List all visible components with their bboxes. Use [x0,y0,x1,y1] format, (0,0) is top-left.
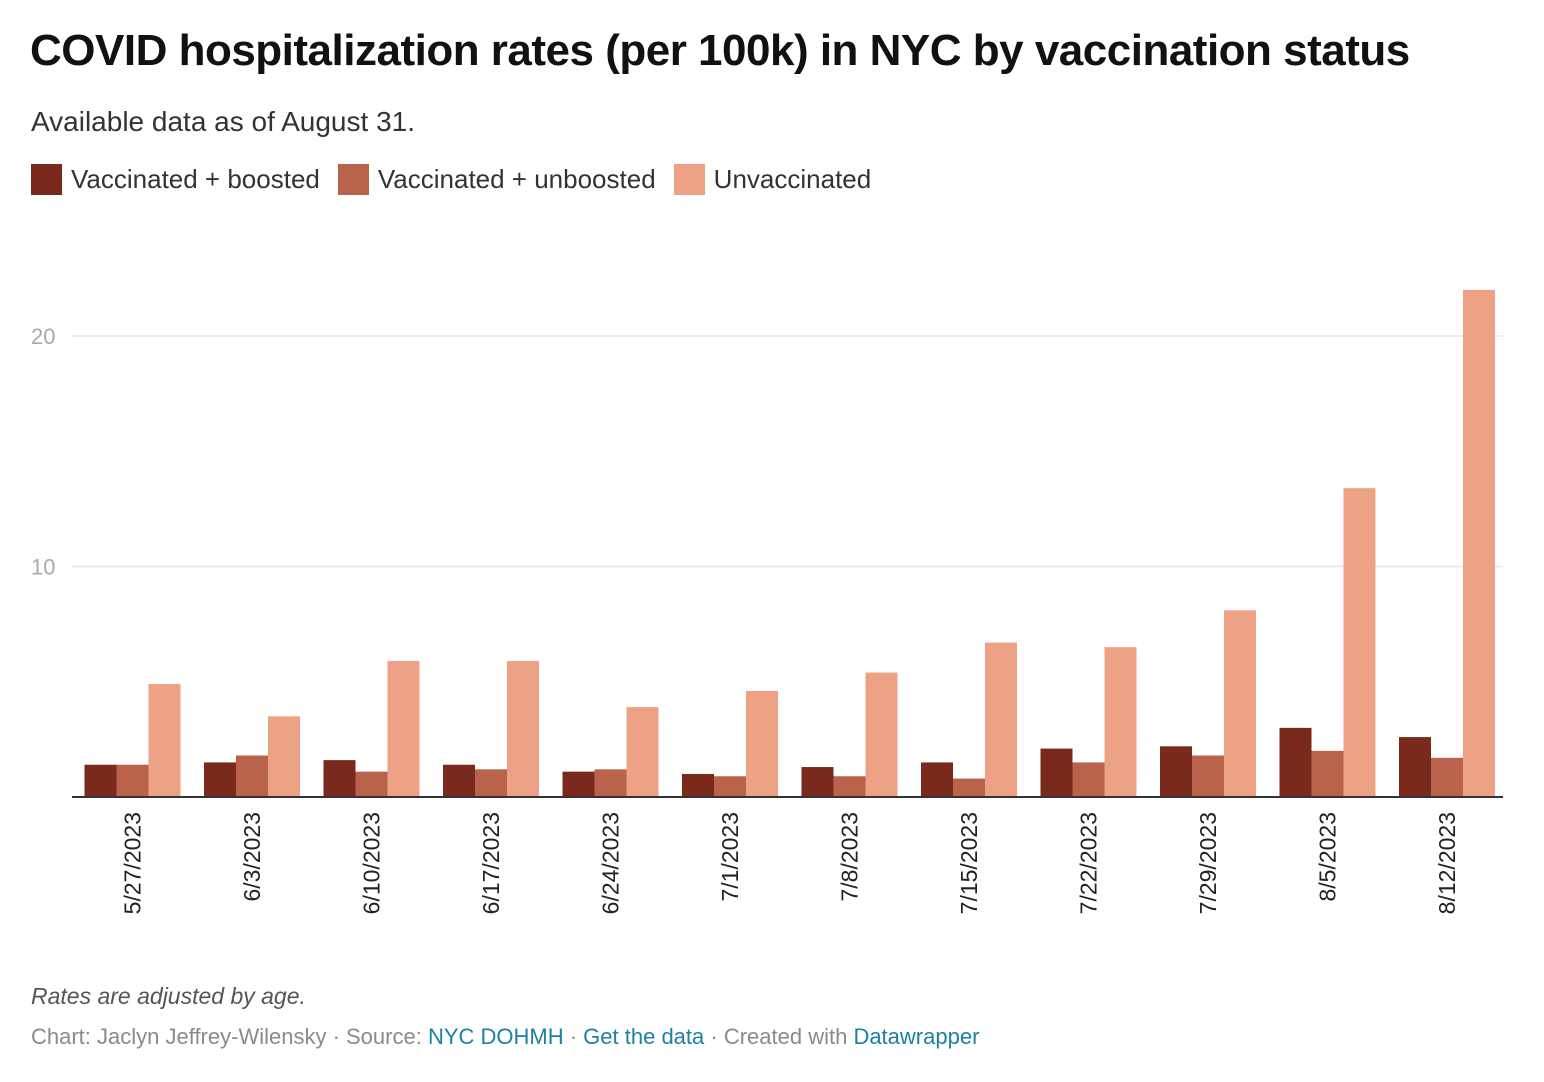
chart-notes: Rates are adjusted by age. [31,983,306,1009]
legend-item-vaccinated-unboosted: Vaccinated + unboosted [337,164,656,195]
legend-label-unvaccinated: Unvaccinated [713,164,872,194]
chart-subtitle: Available data as of August 31. [31,106,415,137]
bar-vaccinated-boosted [682,773,714,797]
bar-unvaccinated [746,690,778,797]
x-tick-label: 6/3/2023 [239,812,265,902]
footer-separator: · [563,1024,584,1049]
bar-vaccinated-unboosted [116,764,149,797]
x-tick-label: 7/1/2023 [717,812,743,902]
legend-label-vaccinated-boosted: Vaccinated + boosted [71,164,320,194]
get-data-link[interactable]: Get the data [583,1024,705,1049]
bar-unvaccinated [148,684,181,797]
bar-vaccinated-unboosted [1311,750,1344,797]
x-tick-label: 6/10/2023 [359,812,385,914]
legend-item-vaccinated-boosted: Vaccinated + boosted [31,164,320,195]
bar-unvaccinated [1224,610,1256,797]
bar-vaccinated-unboosted [1192,755,1224,797]
x-tick-label: 7/15/2023 [956,812,982,914]
x-tick-label: 5/27/2023 [120,812,146,914]
x-tick-label: 7/22/2023 [1076,812,1102,914]
bar-vaccinated-boosted [921,762,953,797]
bar-vaccinated-boosted [1040,748,1073,797]
x-tick-label: 8/12/2023 [1434,812,1460,914]
bar-vaccinated-unboosted [355,771,388,797]
x-tick-label: 8/5/2023 [1315,812,1341,902]
bar-unvaccinated [1463,289,1495,797]
bar-unvaccinated [387,661,420,797]
bar-unvaccinated [985,642,1017,797]
bar-vaccinated-unboosted [1431,757,1463,797]
legend-swatch-unvaccinated [673,164,705,195]
chart-title: COVID hospitalization rates (per 100k) i… [30,26,1410,75]
bar-vaccinated-unboosted [953,778,985,797]
footer-credit: Chart: Jaclyn Jeffrey-Wilensky · Source: [31,1024,428,1049]
bar-unvaccinated [626,707,659,797]
x-tick-label: 6/24/2023 [598,812,624,914]
y-tick-label: 20 [31,324,55,349]
bar-vaccinated-unboosted [475,769,507,797]
legend-swatch-vaccinated-unboosted [337,164,369,195]
bar-vaccinated-boosted [801,767,834,797]
bar-vaccinated-unboosted [833,776,866,797]
legend-label-vaccinated-unboosted: Vaccinated + unboosted [377,164,656,194]
footer-created-with: · Created with [704,1024,854,1049]
bar-chart: 10 20 5/27/2023 6/3/2023 6/10/2023 6/17/2023 6… [31,289,1503,914]
source-link[interactable]: NYC DOHMH [427,1024,564,1049]
bar-unvaccinated [1343,488,1376,797]
bar-vaccinated-boosted [323,760,356,797]
bar-vaccinated-boosted [204,762,236,797]
bar-vaccinated-boosted [562,771,595,797]
bar-unvaccinated [865,672,898,797]
x-tick-label: 7/29/2023 [1195,812,1221,914]
x-tick-label: 7/8/2023 [837,812,863,902]
chart-legend: Vaccinated + boosted Vaccinated + unboos… [31,164,889,195]
datawrapper-link[interactable]: Datawrapper [853,1024,980,1049]
legend-swatch-vaccinated-boosted [31,164,62,195]
bar-vaccinated-boosted [1160,746,1192,797]
bar-vaccinated-unboosted [1072,762,1105,797]
bar-vaccinated-boosted [443,764,475,797]
bar-unvaccinated [1104,647,1137,797]
bar-vaccinated-boosted [1279,727,1312,797]
bar-vaccinated-boosted [1399,737,1431,797]
bar-vaccinated-unboosted [594,769,627,797]
y-tick-label: 10 [31,555,55,580]
bar-unvaccinated [507,661,539,797]
x-tick-label: 6/17/2023 [478,812,504,914]
bar-unvaccinated [268,716,300,797]
legend-item-unvaccinated: Unvaccinated [673,164,872,195]
bar-vaccinated-unboosted [236,755,268,797]
bar-vaccinated-unboosted [714,776,746,797]
chart-footer: Chart: Jaclyn Jeffrey-Wilensky · Source:… [31,1024,979,1050]
bar-vaccinated-boosted [84,764,117,797]
